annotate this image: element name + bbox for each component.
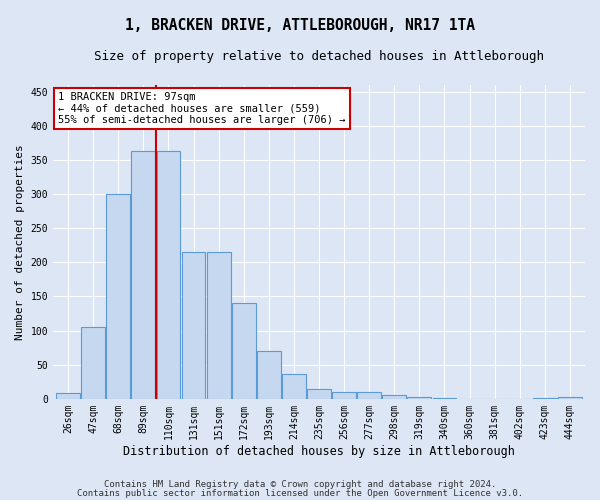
Bar xyxy=(182,252,205,399)
Bar xyxy=(357,392,381,399)
Bar xyxy=(81,327,105,399)
Bar xyxy=(382,396,406,399)
X-axis label: Distribution of detached houses by size in Attleborough: Distribution of detached houses by size … xyxy=(123,444,515,458)
Bar xyxy=(106,194,130,399)
Bar xyxy=(433,398,457,399)
Title: Size of property relative to detached houses in Attleborough: Size of property relative to detached ho… xyxy=(94,50,544,63)
Bar xyxy=(332,392,356,399)
Bar xyxy=(56,394,80,399)
Text: 1 BRACKEN DRIVE: 97sqm
← 44% of detached houses are smaller (559)
55% of semi-de: 1 BRACKEN DRIVE: 97sqm ← 44% of detached… xyxy=(58,92,346,125)
Bar xyxy=(282,374,306,399)
Bar xyxy=(558,398,582,399)
Text: Contains HM Land Registry data © Crown copyright and database right 2024.: Contains HM Land Registry data © Crown c… xyxy=(104,480,496,489)
Text: 1, BRACKEN DRIVE, ATTLEBOROUGH, NR17 1TA: 1, BRACKEN DRIVE, ATTLEBOROUGH, NR17 1TA xyxy=(125,18,475,32)
Bar xyxy=(232,304,256,399)
Bar xyxy=(257,351,281,399)
Bar xyxy=(307,388,331,399)
Bar xyxy=(157,151,181,399)
Bar xyxy=(407,398,431,399)
Bar xyxy=(131,151,155,399)
Bar xyxy=(207,252,230,399)
Y-axis label: Number of detached properties: Number of detached properties xyxy=(15,144,25,340)
Bar xyxy=(533,398,557,399)
Text: Contains public sector information licensed under the Open Government Licence v3: Contains public sector information licen… xyxy=(77,489,523,498)
